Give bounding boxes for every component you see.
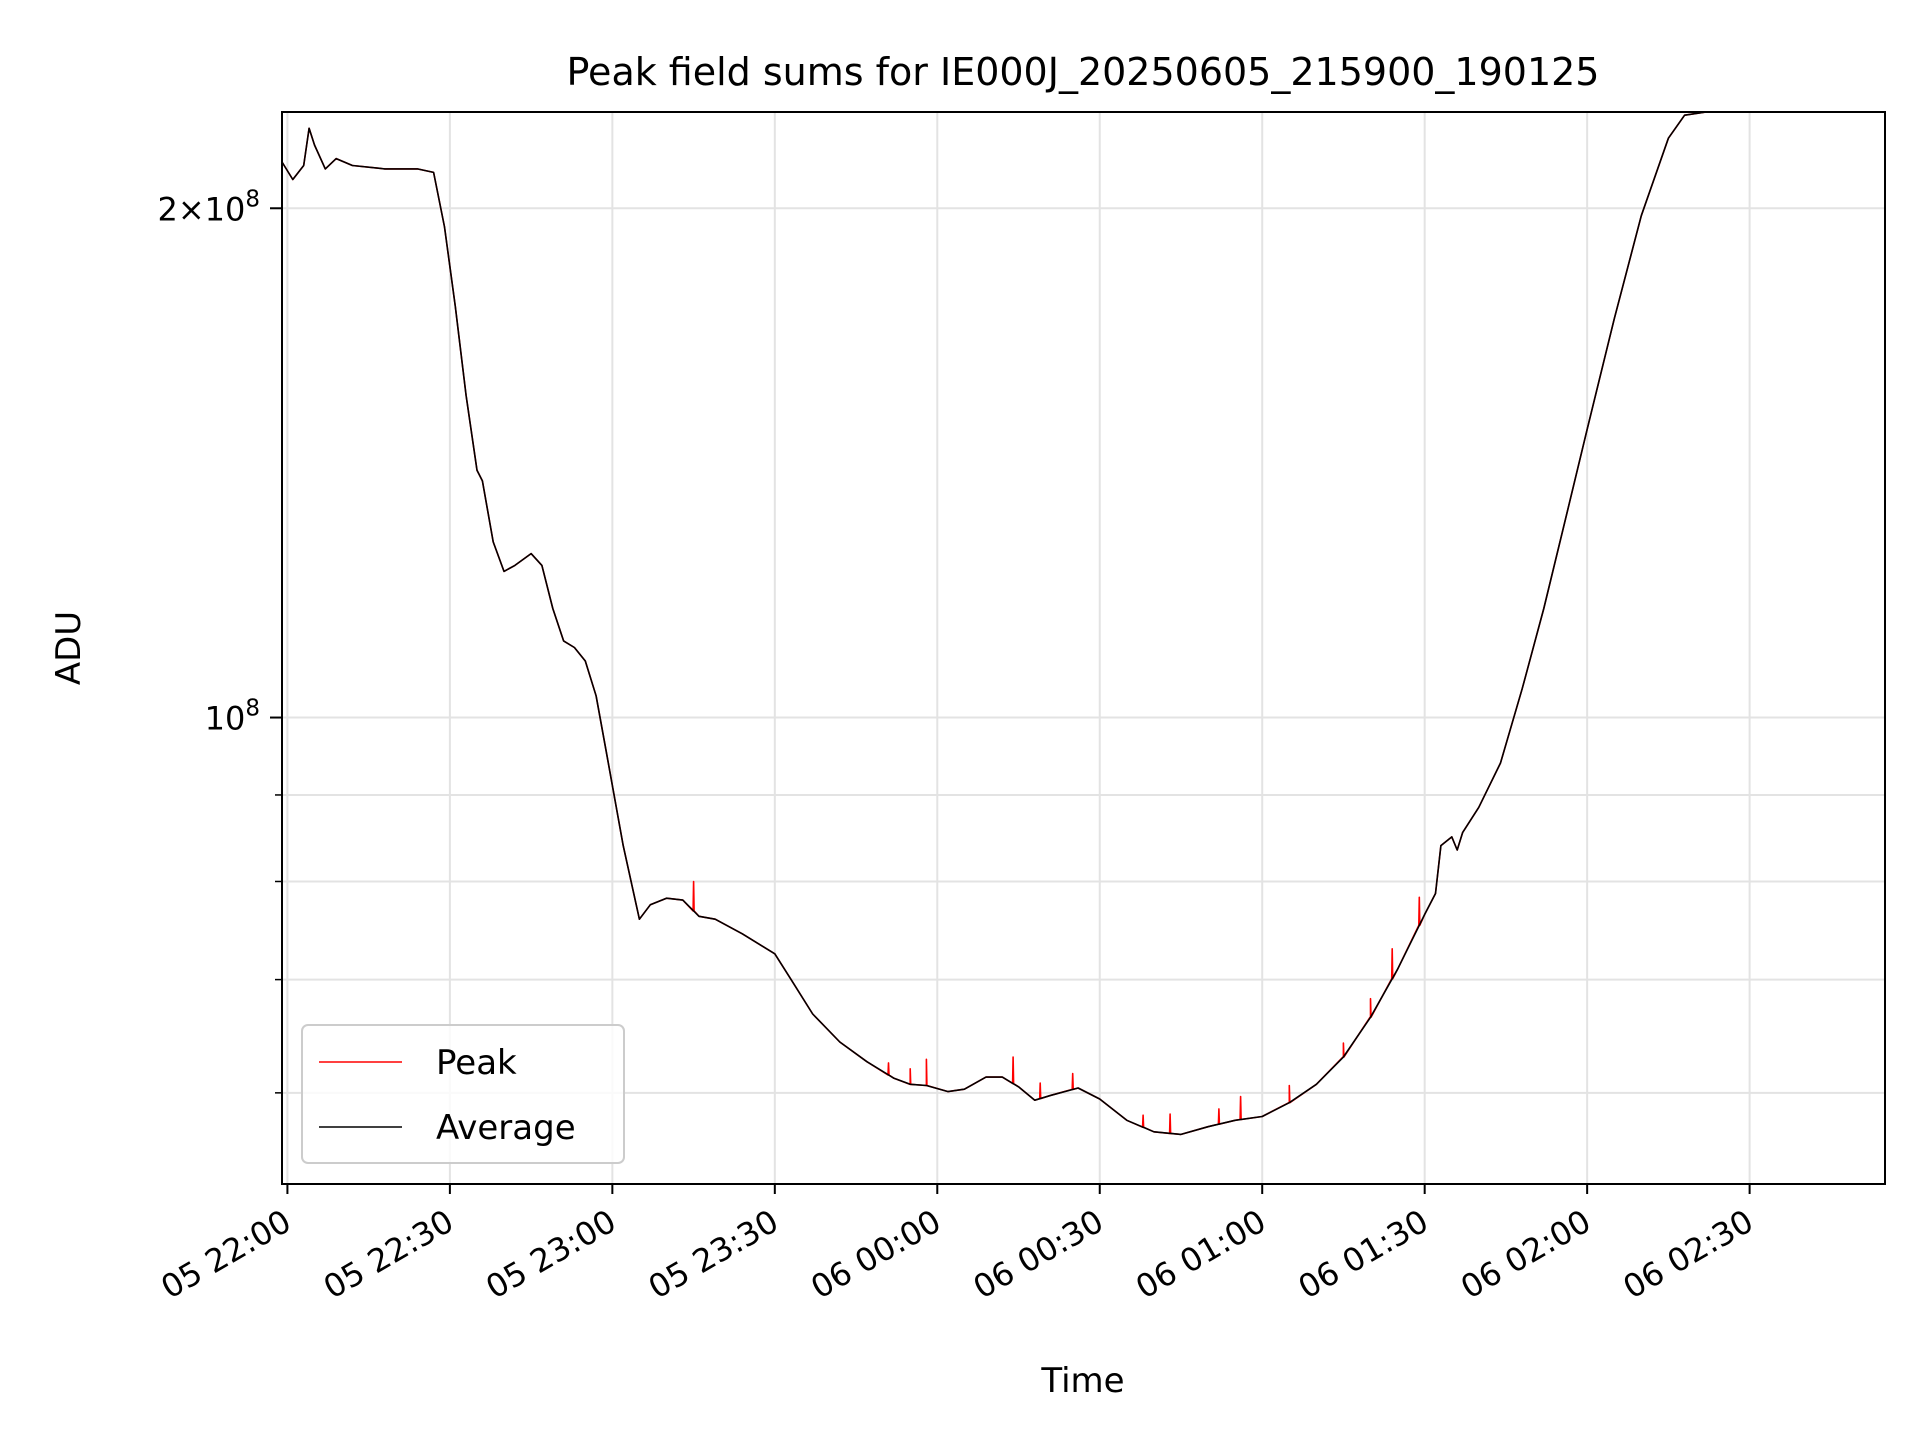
y-tick-label: 2×108 [157,186,260,228]
legend-box [301,1024,625,1164]
y-axis-label: ADU [49,611,89,685]
legend-label-average: Average [436,1108,576,1148]
chart-title: Peak field sums for IE000J_20250605_2159… [567,50,1600,94]
x-axis-label: Time [1040,1361,1124,1401]
plot-frame [281,111,1886,1185]
grid-lines [282,112,1885,1184]
series-layer [281,111,1885,1136]
series-line-average [281,111,1885,1136]
legend-label-peak: Peak [436,1043,517,1083]
legend: Peak Average [301,1024,625,1164]
